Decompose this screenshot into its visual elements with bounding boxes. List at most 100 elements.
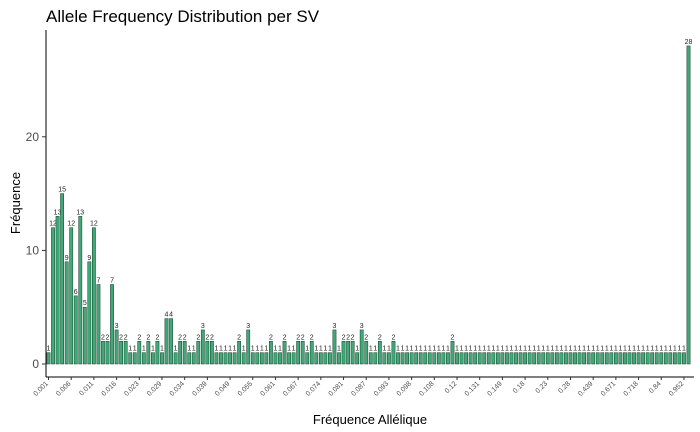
bar-data-label: 1 [224, 346, 228, 353]
x-tick-label: 0.149 [486, 380, 503, 397]
x-tick-label: 0.039 [191, 380, 208, 397]
bar-data-label: 2 [237, 334, 241, 341]
bar-data-label: 1 [519, 346, 523, 353]
x-tick-label: 0.12 [444, 380, 459, 395]
bar-data-label: 1 [174, 346, 178, 353]
bar-data-label: 1 [387, 346, 391, 353]
bar-data-label: 4 [165, 312, 169, 319]
bar-data-label: 1 [264, 346, 268, 353]
x-tick-label: 0.28 [557, 380, 572, 395]
bar [659, 352, 664, 365]
bar-data-label: 1 [546, 346, 550, 353]
bar-data-label: 1 [287, 346, 291, 353]
bar-data-label: 1 [455, 346, 459, 353]
bar [586, 352, 591, 365]
bar-data-label: 1 [255, 346, 259, 353]
bar [264, 352, 269, 365]
bar-data-label: 1 [432, 346, 436, 353]
bar-data-label: 1 [555, 346, 559, 353]
bar [82, 306, 87, 365]
bar-data-label: 1 [569, 346, 573, 353]
bar [51, 227, 55, 365]
bar-data-label: 1 [233, 346, 237, 353]
bar [223, 352, 228, 365]
bar [69, 227, 74, 365]
bar [164, 318, 169, 365]
bar [269, 341, 273, 365]
bar [654, 352, 659, 365]
bar-data-label: 1 [228, 346, 232, 353]
bar-data-label: 2 [137, 334, 141, 341]
bar-data-label: 1 [396, 346, 400, 353]
bar-data-label: 2 [364, 334, 368, 341]
bar-data-label: 2 [119, 334, 123, 341]
bar [328, 352, 332, 365]
bar-data-label: 12 [67, 221, 75, 228]
bar [396, 352, 400, 365]
bar-data-label: 1 [305, 346, 309, 353]
bar [559, 352, 564, 365]
bar [568, 352, 573, 365]
bar-data-label: 1 [541, 346, 545, 353]
bar-data-label: 3 [333, 323, 337, 330]
bar-data-label: 13 [76, 209, 84, 216]
bar [278, 352, 282, 365]
bar [641, 352, 645, 365]
bar-data-label: 2 [351, 334, 355, 341]
x-axis-title: Fréquence Allélique [313, 412, 427, 427]
x-tick-label: 0.439 [577, 380, 594, 397]
bar-data-label: 1 [514, 346, 518, 353]
bar-data-label: 1 [437, 346, 441, 353]
bar [582, 352, 586, 365]
bar [468, 352, 473, 365]
bar [332, 329, 337, 365]
bar [387, 352, 391, 365]
bar [577, 352, 582, 365]
bar [132, 352, 137, 365]
bar-data-label: 1 [260, 346, 264, 353]
bar [668, 352, 673, 365]
bar-data-label: 1 [600, 346, 604, 353]
bar [609, 352, 614, 365]
bar [518, 352, 523, 365]
bar-data-label: 2 [196, 334, 200, 341]
y-tick-label: 20 [26, 130, 40, 144]
bar [187, 352, 192, 365]
bar-data-label: 12 [49, 221, 57, 228]
bar-data-label: 2 [310, 334, 314, 341]
bar-data-label: 1 [428, 346, 432, 353]
bar [627, 352, 632, 365]
bar-data-label: 1 [337, 346, 341, 353]
bar-data-label: 2 [301, 334, 305, 341]
x-tick-label: 0.718 [623, 380, 640, 397]
bar [377, 341, 382, 365]
bar [554, 352, 559, 365]
bar-data-label: 2 [378, 334, 382, 341]
bar-data-label: 1 [292, 346, 296, 353]
bar-data-label: 3 [360, 323, 364, 330]
bar-data-label: 1 [273, 346, 277, 353]
x-tick-label: 0.108 [418, 380, 435, 397]
bar-data-label: 1 [587, 346, 591, 353]
bar [418, 352, 423, 365]
x-tick-label: 0.011 [78, 380, 95, 397]
bar [214, 352, 219, 365]
bar [173, 352, 178, 365]
bar-data-label: 1 [487, 346, 491, 353]
bar-data-label: 1 [491, 346, 495, 353]
bar [573, 352, 577, 365]
bar [341, 341, 346, 365]
bar-data-label: 1 [414, 346, 418, 353]
bar [473, 352, 478, 365]
bar-data-label: 1 [142, 346, 146, 353]
bar [96, 284, 101, 365]
bar [346, 341, 350, 365]
bar-data-label: 1 [559, 346, 563, 353]
bar-data-label: 1 [464, 346, 468, 353]
bar-data-label: 1 [473, 346, 477, 353]
bar-data-label: 1 [382, 346, 386, 353]
x-tick-label: 0.049 [214, 380, 231, 397]
bar-data-label: 28 [685, 39, 693, 46]
bar-data-label: 1 [564, 346, 568, 353]
bar [427, 352, 432, 365]
